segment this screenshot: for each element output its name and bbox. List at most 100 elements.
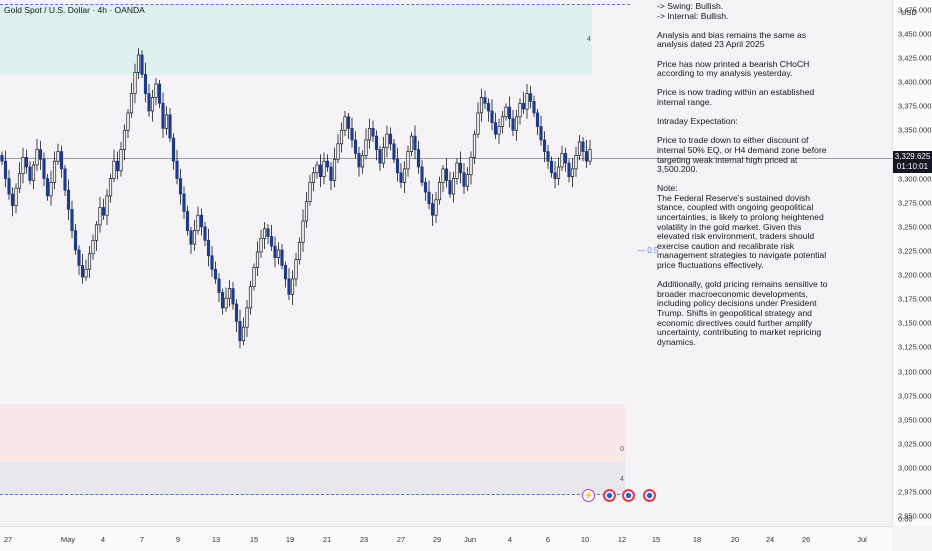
bearish-candle[interactable] xyxy=(203,226,207,241)
bearish-candle[interactable] xyxy=(546,151,550,162)
bullish-candle[interactable] xyxy=(87,253,92,270)
bearish-candle[interactable] xyxy=(553,172,557,179)
bearish-candle[interactable] xyxy=(143,73,148,94)
bullish-candle[interactable] xyxy=(301,220,305,243)
candlestick-series[interactable] xyxy=(0,0,892,526)
bearish-candle[interactable] xyxy=(532,100,536,114)
bullish-candle[interactable] xyxy=(406,151,410,170)
bearish-candle[interactable] xyxy=(378,149,382,164)
bullish-candle[interactable] xyxy=(52,160,57,183)
bullish-candle[interactable] xyxy=(441,168,445,183)
bullish-candle[interactable] xyxy=(304,201,309,222)
bullish-candle[interactable] xyxy=(98,207,102,226)
bullish-candle[interactable] xyxy=(315,164,319,174)
bullish-candle[interactable] xyxy=(252,266,256,287)
bearish-candle[interactable] xyxy=(563,153,568,164)
bullish-candle[interactable] xyxy=(570,168,575,177)
bullish-candle[interactable] xyxy=(497,126,501,135)
bullish-candle[interactable] xyxy=(196,214,200,232)
bullish-candle[interactable] xyxy=(192,230,197,245)
bearish-candle[interactable] xyxy=(269,236,274,247)
bullish-candle[interactable] xyxy=(434,199,438,216)
us-flag-icon[interactable] xyxy=(622,489,635,502)
bullish-candle[interactable] xyxy=(224,297,228,309)
bearish-candle[interactable] xyxy=(584,151,589,162)
bearish-candle[interactable] xyxy=(70,209,74,232)
bullish-candle[interactable] xyxy=(31,164,36,181)
bearish-candle[interactable] xyxy=(416,149,421,168)
bearish-candle[interactable] xyxy=(444,168,449,181)
bullish-candle[interactable] xyxy=(21,156,25,175)
bearish-candle[interactable] xyxy=(549,160,554,174)
bearish-candle[interactable] xyxy=(3,160,8,179)
flash-event-icon[interactable]: ⚡ xyxy=(582,489,595,502)
bullish-candle[interactable] xyxy=(451,178,456,195)
bullish-candle[interactable] xyxy=(294,259,298,280)
bearish-candle[interactable] xyxy=(287,278,291,295)
bullish-candle[interactable] xyxy=(455,162,459,179)
bearish-candle[interactable] xyxy=(45,178,50,197)
bearish-candle[interactable] xyxy=(38,149,43,160)
bullish-candle[interactable] xyxy=(514,116,519,131)
bearish-candle[interactable] xyxy=(185,211,190,232)
bullish-candle[interactable] xyxy=(119,149,123,172)
bearish-candle[interactable] xyxy=(210,255,214,270)
bearish-candle[interactable] xyxy=(521,102,526,110)
bearish-candle[interactable] xyxy=(493,122,498,135)
bearish-candle[interactable] xyxy=(140,54,144,75)
bullish-candle[interactable] xyxy=(122,129,127,150)
bullish-candle[interactable] xyxy=(112,160,116,179)
bullish-candle[interactable] xyxy=(14,187,18,206)
bullish-candle[interactable] xyxy=(588,149,592,162)
bearish-candle[interactable] xyxy=(238,321,242,342)
bearish-candle[interactable] xyxy=(567,162,571,177)
bearish-candle[interactable] xyxy=(199,214,204,228)
bullish-candle[interactable] xyxy=(248,286,253,309)
bearish-candle[interactable] xyxy=(66,189,71,210)
bullish-candle[interactable] xyxy=(259,238,263,253)
bullish-candle[interactable] xyxy=(91,239,95,255)
price-axis[interactable] xyxy=(892,0,932,526)
bullish-candle[interactable] xyxy=(290,278,295,295)
symbol-title[interactable]: Gold Spot / U.S. Dollar · 4h · OANDA xyxy=(4,5,145,15)
bullish-candle[interactable] xyxy=(56,151,60,162)
bearish-candle[interactable] xyxy=(0,155,4,162)
bullish-candle[interactable] xyxy=(241,326,246,342)
bearish-candle[interactable] xyxy=(115,160,120,172)
bullish-candle[interactable] xyxy=(245,307,249,328)
bearish-candle[interactable] xyxy=(427,191,431,204)
bearish-candle[interactable] xyxy=(374,135,379,150)
bearish-candle[interactable] xyxy=(539,126,543,141)
bearish-candle[interactable] xyxy=(511,118,515,131)
bearish-candle[interactable] xyxy=(353,139,358,154)
bullish-candle[interactable] xyxy=(556,166,561,179)
bearish-candle[interactable] xyxy=(483,97,487,104)
bullish-candle[interactable] xyxy=(322,160,326,177)
bullish-candle[interactable] xyxy=(574,155,578,170)
bearish-candle[interactable] xyxy=(73,230,78,251)
bullish-candle[interactable] xyxy=(518,102,522,118)
bearish-candle[interactable] xyxy=(24,156,29,168)
bullish-candle[interactable] xyxy=(35,149,39,166)
bearish-candle[interactable] xyxy=(59,151,64,170)
bearish-candle[interactable] xyxy=(161,102,165,129)
bearish-candle[interactable] xyxy=(231,288,235,305)
bullish-candle[interactable] xyxy=(154,83,158,98)
bearish-candle[interactable] xyxy=(535,112,540,127)
bullish-candle[interactable] xyxy=(504,106,508,118)
bearish-candle[interactable] xyxy=(490,110,494,123)
bullish-candle[interactable] xyxy=(108,178,113,197)
bearish-candle[interactable] xyxy=(430,203,435,216)
bearish-candle[interactable] xyxy=(147,93,151,112)
bullish-candle[interactable] xyxy=(409,135,414,152)
time-axis[interactable] xyxy=(0,526,892,551)
bearish-candle[interactable] xyxy=(168,114,172,139)
bearish-candle[interactable] xyxy=(392,143,396,160)
bearish-candle[interactable] xyxy=(329,166,333,181)
bearish-candle[interactable] xyxy=(423,182,428,193)
bullish-candle[interactable] xyxy=(276,249,281,259)
bearish-candle[interactable] xyxy=(77,249,81,266)
bullish-candle[interactable] xyxy=(297,241,302,260)
bearish-candle[interactable] xyxy=(581,141,585,152)
